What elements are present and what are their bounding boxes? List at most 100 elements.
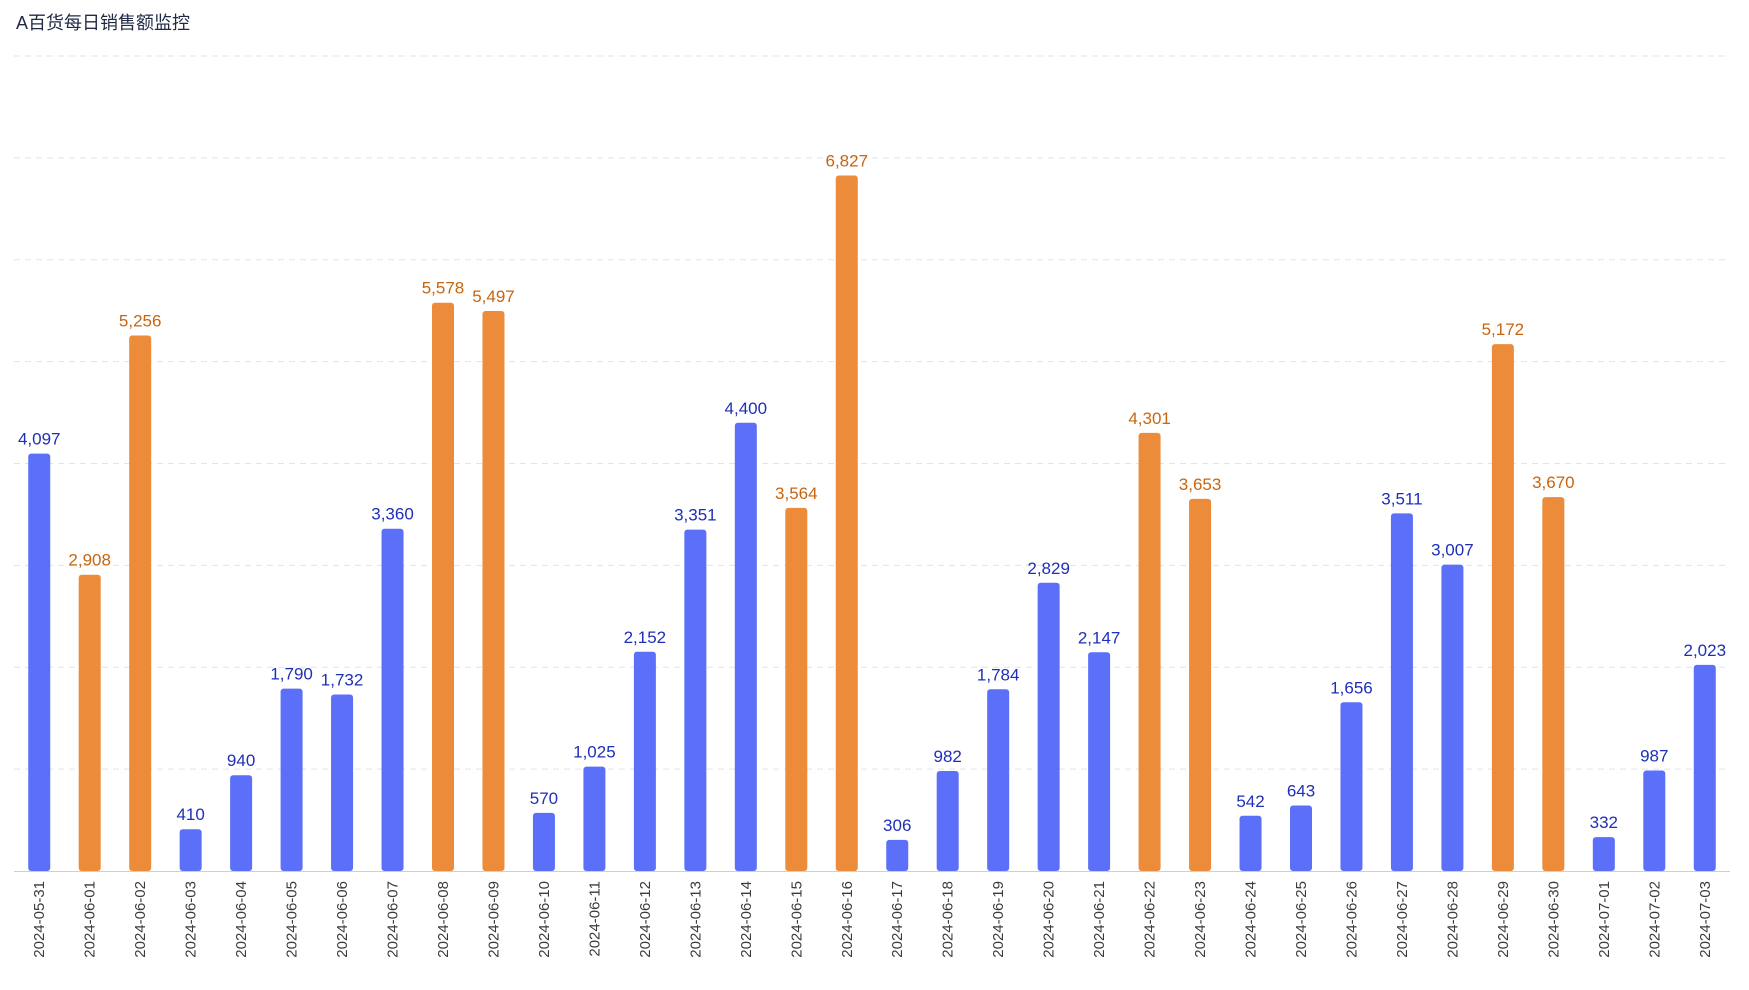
value-label: 306 bbox=[883, 816, 911, 835]
value-label: 1,790 bbox=[270, 665, 313, 684]
bar-2024-06-11[interactable] bbox=[583, 766, 606, 871]
x-tick-label: 2024-06-05 bbox=[284, 881, 301, 958]
bar-2024-06-22[interactable] bbox=[1138, 432, 1161, 871]
bar-2024-06-01[interactable] bbox=[78, 574, 101, 871]
x-axis-ticks: 2024-05-31 2024-06-01 2024-06-02 2024-06-03… bbox=[31, 881, 1714, 958]
bar-2024-06-13[interactable] bbox=[684, 529, 707, 871]
value-label: 332 bbox=[1590, 813, 1618, 832]
bar-2024-06-29[interactable] bbox=[1491, 344, 1514, 871]
x-tick-label: 2024-06-14 bbox=[738, 881, 755, 958]
bar-2024-06-26[interactable] bbox=[1340, 702, 1363, 871]
bar-2024-06-25[interactable] bbox=[1290, 805, 1312, 871]
x-tick-label: 2024-06-10 bbox=[536, 881, 553, 958]
x-tick-label: 2024-07-03 bbox=[1697, 881, 1714, 958]
bar-2024-06-07[interactable] bbox=[381, 528, 404, 871]
value-label: 4,097 bbox=[18, 430, 61, 449]
x-tick-label: 2024-06-25 bbox=[1293, 881, 1310, 958]
x-tick-label: 2024-06-01 bbox=[82, 881, 99, 958]
bar-2024-06-19[interactable] bbox=[987, 689, 1010, 871]
value-label: 410 bbox=[176, 805, 204, 824]
bar-2024-06-02[interactable] bbox=[129, 335, 152, 871]
x-tick-label: 2024-06-12 bbox=[637, 881, 654, 958]
bars bbox=[28, 175, 1716, 872]
value-label: 987 bbox=[1640, 746, 1668, 765]
chart-title: A百货每日销售额监控 bbox=[16, 13, 191, 33]
x-tick-label: 2024-06-03 bbox=[183, 881, 200, 958]
value-label: 982 bbox=[934, 747, 962, 766]
bar-2024-06-20[interactable] bbox=[1037, 582, 1060, 871]
value-label: 5,578 bbox=[422, 279, 465, 298]
bar-2024-06-06[interactable] bbox=[331, 694, 354, 871]
value-label: 2,147 bbox=[1078, 628, 1121, 647]
bar-2024-06-17[interactable] bbox=[886, 839, 909, 871]
x-tick-label: 2024-06-16 bbox=[839, 881, 856, 958]
x-tick-label: 2024-06-09 bbox=[485, 881, 502, 958]
bar-2024-07-02[interactable] bbox=[1643, 770, 1666, 871]
x-tick-label: 2024-06-29 bbox=[1495, 881, 1512, 958]
value-label: 3,670 bbox=[1532, 473, 1575, 492]
value-label: 4,301 bbox=[1128, 409, 1171, 428]
value-label: 6,827 bbox=[825, 151, 868, 170]
bar-2024-07-03[interactable] bbox=[1693, 664, 1716, 871]
bar-2024-05-31[interactable] bbox=[28, 453, 51, 871]
value-label: 1,025 bbox=[573, 743, 616, 762]
bar-2024-06-27[interactable] bbox=[1390, 513, 1413, 871]
bar-2024-06-30[interactable] bbox=[1542, 497, 1565, 871]
value-label: 1,732 bbox=[321, 671, 364, 690]
x-tick-label: 2024-06-08 bbox=[435, 881, 452, 958]
x-tick-label: 2024-07-01 bbox=[1596, 881, 1613, 958]
bar-2024-06-15[interactable] bbox=[785, 507, 808, 871]
bar-2024-06-21[interactable] bbox=[1088, 652, 1111, 871]
x-tick-label: 2024-06-17 bbox=[889, 881, 906, 958]
bar-2024-07-01[interactable] bbox=[1592, 837, 1615, 871]
x-tick-label: 2024-06-11 bbox=[586, 881, 603, 957]
value-label: 3,564 bbox=[775, 484, 818, 503]
x-tick-label: 2024-06-28 bbox=[1444, 881, 1461, 958]
value-label: 2,152 bbox=[624, 628, 667, 647]
x-tick-label: 2024-06-27 bbox=[1394, 881, 1411, 958]
x-tick-label: 2024-06-26 bbox=[1343, 881, 1360, 958]
grid-lines bbox=[14, 55, 1730, 770]
x-tick-label: 2024-06-04 bbox=[233, 881, 250, 958]
bar-2024-06-03[interactable] bbox=[179, 829, 202, 871]
bar-2024-06-28[interactable] bbox=[1441, 564, 1464, 871]
value-labels: 4,097 2,908 5,256 410 940 1,790 1,732 3,360 5,57… bbox=[18, 151, 1726, 834]
x-tick-label: 2024-06-23 bbox=[1192, 881, 1209, 958]
x-tick-label: 2024-06-06 bbox=[334, 881, 351, 958]
bar-2024-06-23[interactable] bbox=[1189, 498, 1212, 871]
x-tick-label: 2024-06-15 bbox=[788, 881, 805, 958]
x-tick-label: 2024-06-02 bbox=[132, 881, 149, 958]
value-label: 5,172 bbox=[1482, 320, 1525, 339]
value-label: 2,023 bbox=[1683, 641, 1726, 660]
bar-2024-06-08[interactable] bbox=[432, 302, 454, 872]
value-label: 940 bbox=[227, 751, 255, 770]
value-label: 3,351 bbox=[674, 506, 717, 525]
value-label: 1,656 bbox=[1330, 678, 1373, 697]
bar-2024-06-18[interactable] bbox=[936, 770, 959, 871]
value-label: 2,829 bbox=[1027, 559, 1070, 578]
x-tick-label: 2024-06-30 bbox=[1545, 881, 1562, 958]
value-label: 542 bbox=[1236, 792, 1264, 811]
value-label: 3,007 bbox=[1431, 541, 1474, 560]
x-tick-label: 2024-06-24 bbox=[1243, 881, 1260, 958]
bar-2024-06-16[interactable] bbox=[835, 175, 858, 871]
bar-2024-06-24[interactable] bbox=[1239, 815, 1262, 871]
bar-2024-06-04[interactable] bbox=[230, 775, 253, 871]
x-tick-label: 2024-06-22 bbox=[1142, 881, 1159, 958]
value-label: 5,256 bbox=[119, 312, 162, 331]
x-tick-label: 2024-06-19 bbox=[990, 881, 1007, 958]
x-tick-label: 2024-06-18 bbox=[940, 881, 957, 958]
value-label: 5,497 bbox=[472, 287, 515, 306]
bar-2024-06-12[interactable] bbox=[633, 651, 656, 871]
x-tick-label: 2024-06-13 bbox=[687, 881, 704, 958]
bar-2024-06-14[interactable] bbox=[734, 422, 757, 871]
x-tick-label: 2024-06-21 bbox=[1091, 881, 1108, 958]
x-tick-label: 2024-06-07 bbox=[385, 881, 402, 958]
bar-2024-06-10[interactable] bbox=[532, 812, 555, 871]
x-tick-label: 2024-05-31 bbox=[31, 881, 48, 958]
x-tick-label: 2024-07-02 bbox=[1646, 881, 1663, 958]
bar-2024-06-05[interactable] bbox=[280, 688, 303, 871]
bar-2024-06-09[interactable] bbox=[482, 310, 505, 871]
x-tick-label: 2024-06-20 bbox=[1041, 881, 1058, 958]
